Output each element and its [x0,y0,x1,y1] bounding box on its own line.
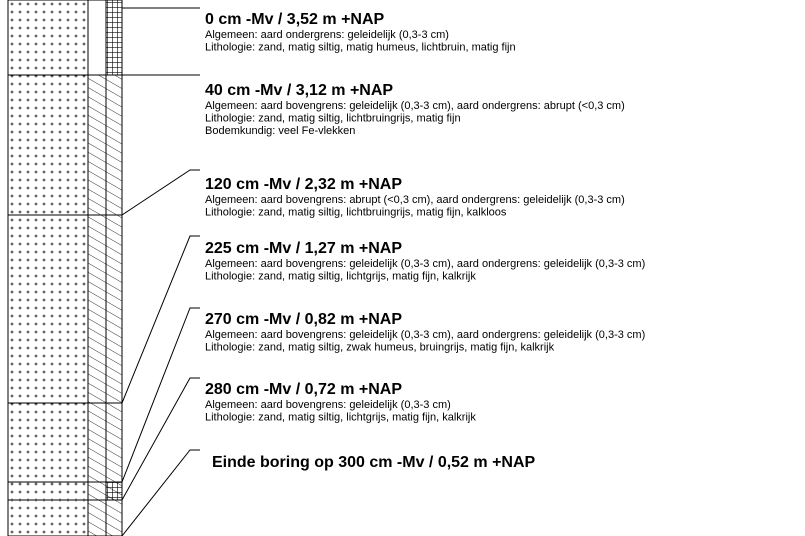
layer-heading: 40 cm -Mv / 3,12 m +NAP [205,82,393,99]
layer-description: Algemeen: aard bovengrens: geleidelijk (… [205,329,645,341]
layer-description: Lithologie: zand, matig siltig, zwak hum… [205,342,555,354]
layer-description: Lithologie: zand, matig siltig, lichtbru… [205,113,461,125]
end-note: Einde boring op 300 cm -Mv / 0,52 m +NAP [212,454,536,471]
layer-description: Lithologie: zand, matig siltig, matig hu… [205,42,516,54]
layer-heading: 280 cm -Mv / 0,72 m +NAP [205,381,402,398]
layer-heading: 270 cm -Mv / 0,82 m +NAP [205,311,402,328]
soil-column [7,0,123,536]
layer-description: Algemeen: aard bovengrens: geleidelijk (… [205,399,451,411]
layer-description: Algemeen: aard bovengrens: geleidelijk (… [205,100,625,112]
layer-description: Lithologie: zand, matig siltig, lichtgri… [205,412,476,424]
layer-heading: 120 cm -Mv / 2,32 m +NAP [205,176,402,193]
layer-description: Lithologie: zand, matig siltig, lichtgri… [205,271,476,283]
layer-description: Bodemkundig: veel Fe-vlekken [205,125,355,137]
layer-description: Algemeen: aard bovengrens: geleidelijk (… [205,258,645,270]
layer-description: Lithologie: zand, matig siltig, lichtbru… [205,207,507,219]
connectors [121,7,200,536]
layer-heading: 0 cm -Mv / 3,52 m +NAP [205,11,385,28]
layer-description: Algemeen: aard bovengrens: abrupt (<0,3 … [205,194,625,206]
layer-heading: 225 cm -Mv / 1,27 m +NAP [205,240,402,257]
layer-description: Algemeen: aard ondergrens: geleidelijk (… [205,29,449,41]
